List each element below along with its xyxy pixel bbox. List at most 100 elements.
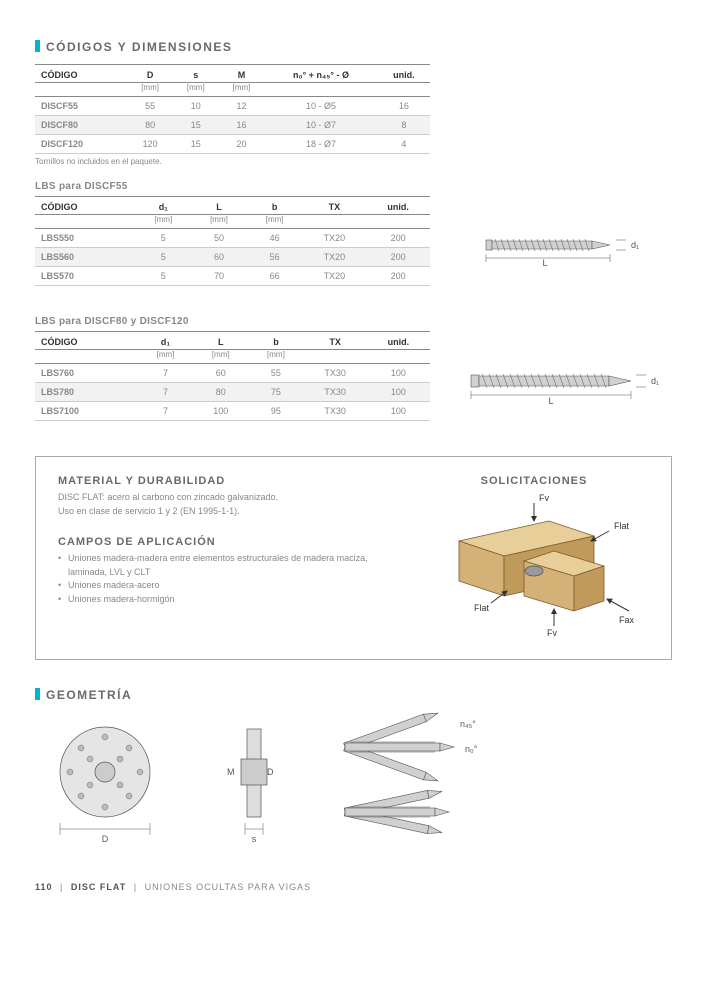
th: d₁ [138, 332, 193, 350]
th-unit: [mm] [219, 83, 265, 97]
td: 5 [135, 229, 191, 248]
section-title-geometry: GEOMETRÍA [35, 688, 672, 702]
td: 100 [367, 383, 430, 402]
th-unit: [mm] [247, 215, 303, 229]
td: 10 - Ø5 [264, 97, 377, 116]
td: 100 [367, 364, 430, 383]
info-text: DISC FLAT: acero al carbono con zincado … [58, 491, 389, 518]
td: 70 [191, 267, 247, 286]
application-list: Uniones madera-madera entre elementos es… [58, 552, 389, 606]
td: 16 [219, 116, 265, 135]
th-unit: [mm] [173, 83, 219, 97]
heading-campos: CAMPOS DE APLICACIÓN [58, 536, 389, 548]
th: unid. [367, 332, 430, 350]
divider: | [134, 882, 137, 892]
th: CÓDIGO [35, 197, 135, 215]
td: 66 [247, 267, 303, 286]
table-note: Tornillos no incluidos en el paquete. [35, 157, 672, 166]
force-label: Flat [474, 603, 490, 613]
th-unit: [mm] [138, 350, 193, 364]
section-title-codes: CÓDIGOS Y DIMENSIONES [35, 40, 672, 54]
td: 100 [193, 402, 248, 421]
text: Uso en clase de servicio 1 y 2 (EN 1995-… [58, 506, 240, 516]
td: 56 [247, 248, 303, 267]
th-unit: [mm] [127, 83, 173, 97]
page-footer: 110 | DISC FLAT | UNIONES OCULTAS PARA V… [35, 882, 672, 892]
th: unid. [366, 197, 430, 215]
label-d1: d₁ [651, 376, 659, 386]
td: LBS7100 [35, 402, 138, 421]
th: n₀° + n₄₅° - Ø [264, 65, 377, 83]
th-unit [35, 215, 135, 229]
th-unit [264, 83, 377, 97]
td: 12 [219, 97, 265, 116]
th-unit: [mm] [193, 350, 248, 364]
td: 200 [366, 267, 430, 286]
td: 15 [173, 116, 219, 135]
td: DISCF55 [35, 97, 127, 116]
th-unit: [mm] [135, 215, 191, 229]
forces-diagram: Fv Flat Flat Fv Fax [419, 491, 639, 641]
td: LBS780 [35, 383, 138, 402]
geometry-diagrams: D M D s [35, 712, 672, 852]
td: 10 - Ø7 [264, 116, 377, 135]
label-L: L [548, 396, 553, 405]
th: L [193, 332, 248, 350]
force-label: Flat [614, 521, 630, 531]
tbody: DISCF5555101210 - Ø516 DISCF8080151610 -… [35, 97, 430, 154]
td: TX30 [304, 383, 367, 402]
th: b [248, 332, 303, 350]
label-s: s [252, 834, 257, 844]
td: 75 [248, 383, 303, 402]
table2-caption: LBS para DISCF55 [35, 181, 430, 192]
screw-angle-diagram: n₄₅° n₀° [325, 712, 545, 852]
table-discf: CÓDIGO D s M n₀° + n₄₅° - Ø unid. [mm] [… [35, 64, 430, 154]
th: L [191, 197, 247, 215]
footer-product: DISC FLAT [71, 882, 126, 892]
table-lbs7: CÓDIGOd₁LbTXunid. [mm][mm][mm] LBS760760… [35, 331, 430, 421]
td: LBS550 [35, 229, 135, 248]
footer-tagline: UNIONES OCULTAS PARA VIGAS [145, 882, 312, 892]
label-L: L [542, 258, 547, 266]
td: 80 [127, 116, 173, 135]
th-unit [366, 215, 430, 229]
td: TX30 [304, 364, 367, 383]
td: TX20 [302, 267, 366, 286]
td: 55 [248, 364, 303, 383]
screw-diagram-small: d₁ L [481, 226, 651, 266]
list-item: Uniones madera-acero [58, 579, 389, 593]
th: b [247, 197, 303, 215]
td: 18 - Ø7 [264, 135, 377, 154]
td: 46 [247, 229, 303, 248]
td: 200 [366, 229, 430, 248]
td: 120 [127, 135, 173, 154]
divider: | [60, 882, 63, 892]
td: 5 [135, 267, 191, 286]
th-unit [302, 215, 366, 229]
th: CÓDIGO [35, 65, 127, 83]
label-M: M [227, 767, 235, 777]
th-unit: [mm] [248, 350, 303, 364]
td: 7 [138, 402, 193, 421]
label-n0: n₀° [465, 744, 478, 754]
td: TX20 [302, 248, 366, 267]
td: 50 [191, 229, 247, 248]
td: 8 [378, 116, 430, 135]
td: LBS760 [35, 364, 138, 383]
info-box: MATERIAL Y DURABILIDAD DISC FLAT: acero … [35, 456, 672, 660]
text: DISC FLAT: acero al carbono con zincado … [58, 492, 278, 502]
td: DISCF80 [35, 116, 127, 135]
th: TX [304, 332, 367, 350]
heading-material: MATERIAL Y DURABILIDAD [58, 475, 389, 487]
td: 15 [173, 135, 219, 154]
td: LBS560 [35, 248, 135, 267]
list-item: Uniones madera-madera entre elementos es… [58, 552, 389, 579]
th-unit [35, 350, 138, 364]
disc-front-view: D [35, 717, 185, 847]
th: unid. [378, 65, 430, 83]
td: DISCF120 [35, 135, 127, 154]
td: 60 [193, 364, 248, 383]
force-label: Fax [619, 615, 635, 625]
td: 200 [366, 248, 430, 267]
th: CÓDIGO [35, 332, 138, 350]
